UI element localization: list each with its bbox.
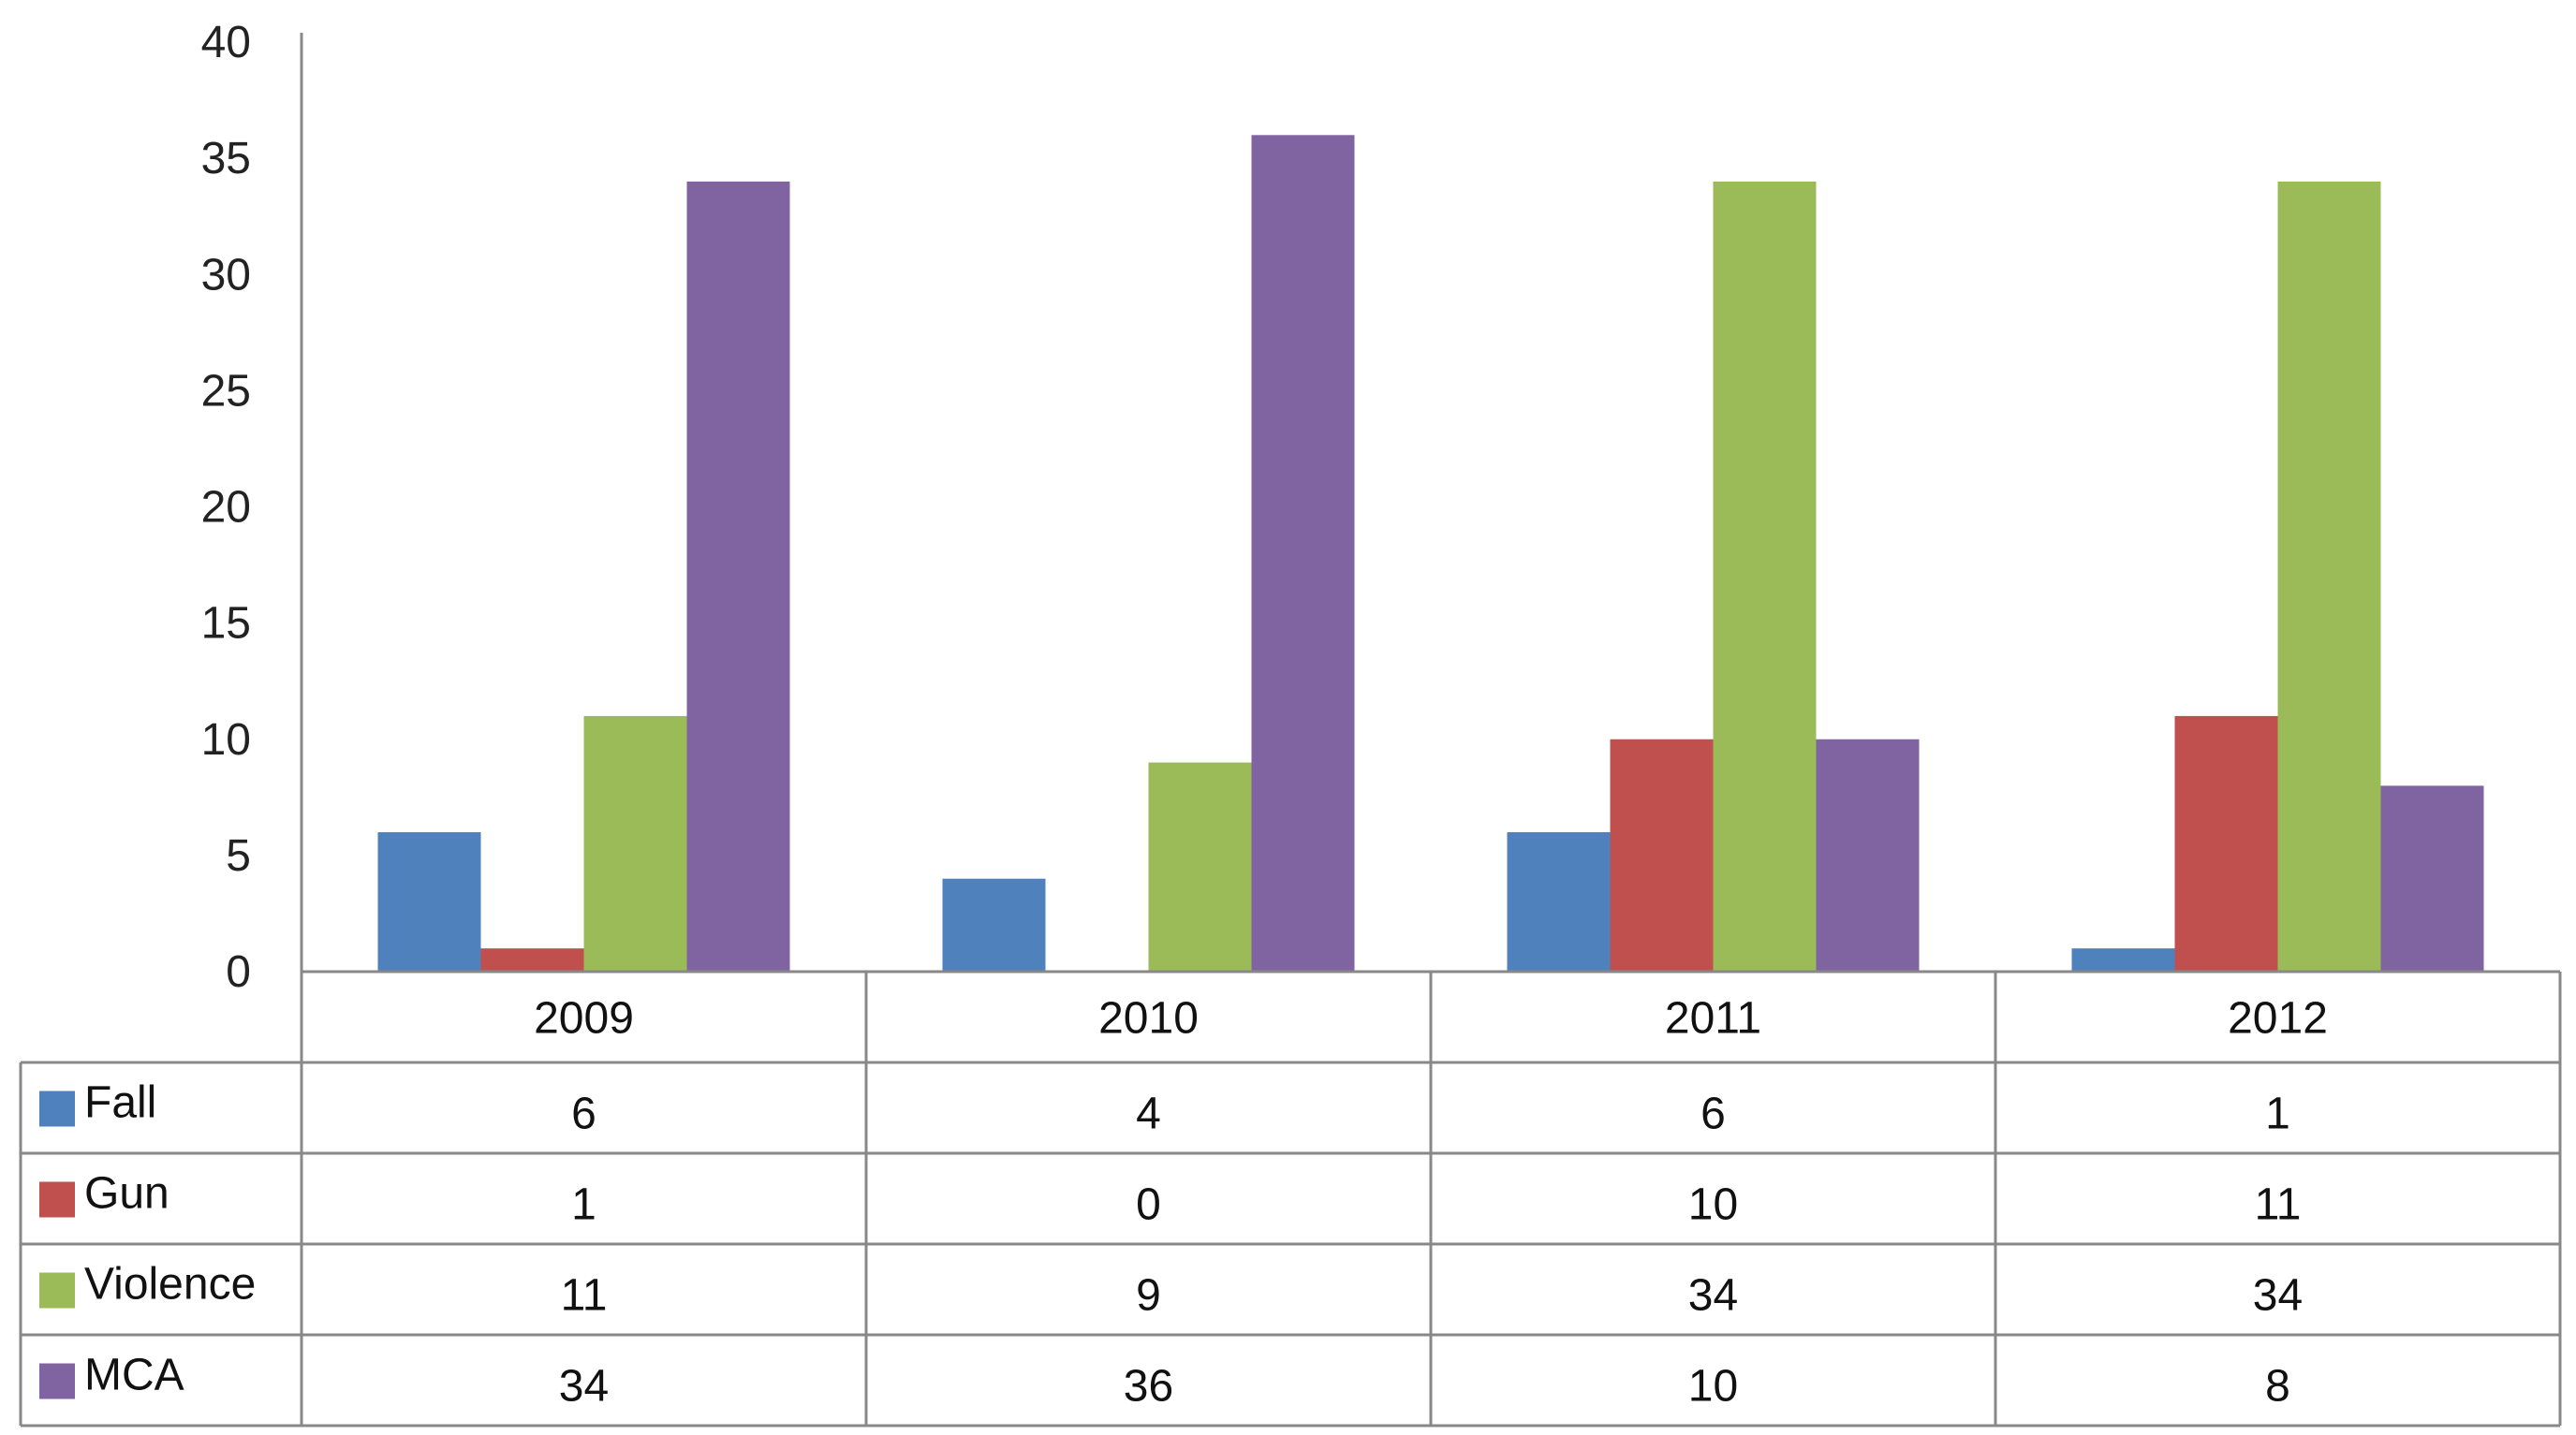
y-tick-label: 20: [201, 483, 251, 533]
table-cell-value: 1: [2265, 1090, 2290, 1139]
bar-gun-2012: [2174, 715, 2278, 972]
bar-fall-2012: [2071, 948, 2175, 972]
bar-gun-2011: [1610, 739, 1714, 972]
y-tick-label: 5: [226, 831, 251, 881]
table-cell-value: 10: [1688, 1362, 1738, 1412]
table-cell-value: 11: [561, 1271, 608, 1321]
bar-violence-2012: [2277, 181, 2381, 972]
bar-fall-2010: [942, 878, 1046, 972]
bar-mca-2011: [1816, 739, 1920, 972]
y-tick-label: 30: [201, 250, 251, 300]
y-tick-label: 40: [201, 18, 251, 67]
y-tick-label: 15: [201, 599, 251, 649]
bar-mca-2012: [2380, 785, 2484, 972]
bar-mca-2010: [1251, 135, 1355, 973]
bar-violence-2009: [583, 715, 687, 972]
table-cell-value: 34: [1688, 1271, 1738, 1321]
bars: [377, 135, 2484, 973]
legend-swatch-gun: [39, 1181, 75, 1218]
legend-swatch-mca: [39, 1363, 75, 1399]
y-tick-label: 25: [201, 366, 251, 416]
legend-label: Gun: [84, 1169, 169, 1219]
table-cell-value: 9: [1136, 1271, 1161, 1321]
bar-mca-2009: [686, 181, 790, 972]
table-cell-value: 36: [1124, 1362, 1173, 1412]
table-cell-value: 1: [571, 1180, 596, 1230]
table-cell-value: 6: [1700, 1090, 1726, 1139]
legend-label: Fall: [84, 1078, 156, 1128]
y-tick-label: 10: [201, 715, 251, 765]
legend-label: Violence: [84, 1260, 256, 1310]
table-cell-value: 11: [2255, 1180, 2302, 1230]
legend-swatch-violence: [39, 1272, 75, 1309]
table-cell-value: 8: [2265, 1362, 2290, 1412]
table-cell-value: 6: [571, 1090, 596, 1139]
table-cell-value: 34: [2253, 1271, 2303, 1321]
bar-violence-2011: [1713, 181, 1817, 972]
category-label: 2012: [2228, 994, 2328, 1044]
category-label: 2009: [534, 994, 634, 1044]
bar-violence-2010: [1148, 762, 1252, 972]
y-tick-label: 0: [226, 947, 251, 997]
table-cell-value: 10: [1688, 1180, 1738, 1230]
table-cell-value: 4: [1136, 1090, 1161, 1139]
category-label: 2011: [1665, 994, 1761, 1044]
legend-label: MCA: [84, 1351, 184, 1400]
table-cell-value: 34: [559, 1362, 609, 1412]
y-axis-ticks: 0 5 10 15 20 25 30 35 40: [201, 18, 251, 997]
category-label: 2010: [1098, 994, 1199, 1044]
bar-fall-2009: [377, 832, 481, 972]
legend-swatch-fall: [39, 1091, 75, 1127]
table-cell-value: 0: [1136, 1180, 1161, 1230]
y-tick-label: 35: [201, 134, 251, 183]
bar-fall-2011: [1507, 832, 1611, 972]
bar-gun-2009: [480, 948, 584, 972]
